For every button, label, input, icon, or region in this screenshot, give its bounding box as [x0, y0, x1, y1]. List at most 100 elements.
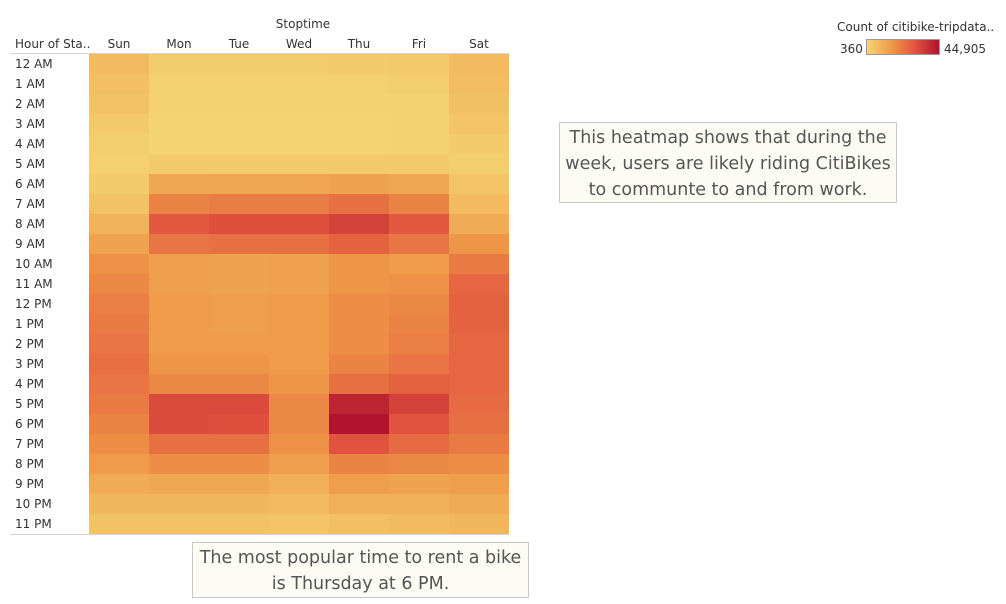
heatmap-cell-sat-8am[interactable] [449, 214, 509, 234]
heatmap-cell-tue-1am[interactable] [209, 74, 269, 94]
heatmap-cell-mon-8am[interactable] [149, 214, 209, 234]
heatmap-cell-fri-4pm[interactable] [389, 374, 449, 394]
heatmap-cell-tue-1pm[interactable] [209, 314, 269, 334]
heatmap-cell-wed-1pm[interactable] [269, 314, 329, 334]
heatmap-cell-sun-1pm[interactable] [89, 314, 149, 334]
heatmap-cell-sat-3pm[interactable] [449, 354, 509, 374]
heatmap-cell-fri-2am[interactable] [389, 94, 449, 114]
heatmap-cell-tue-10am[interactable] [209, 254, 269, 274]
heatmap-cell-fri-11pm[interactable] [389, 514, 449, 534]
heatmap-cell-sun-10pm[interactable] [89, 494, 149, 514]
heatmap-cell-mon-8pm[interactable] [149, 454, 209, 474]
heatmap-cell-fri-1pm[interactable] [389, 314, 449, 334]
heatmap-cell-sat-6am[interactable] [449, 174, 509, 194]
heatmap-cell-fri-4am[interactable] [389, 134, 449, 154]
heatmap-cell-tue-12am[interactable] [209, 54, 269, 74]
heatmap-cell-tue-5pm[interactable] [209, 394, 269, 414]
heatmap-cell-sat-5pm[interactable] [449, 394, 509, 414]
heatmap-cell-tue-5am[interactable] [209, 154, 269, 174]
heatmap-cell-thu-10am[interactable] [329, 254, 389, 274]
heatmap-cell-tue-3am[interactable] [209, 114, 269, 134]
heatmap-cell-tue-4pm[interactable] [209, 374, 269, 394]
heatmap-cell-mon-3am[interactable] [149, 114, 209, 134]
heatmap-cell-wed-7pm[interactable] [269, 434, 329, 454]
heatmap-cell-fri-9am[interactable] [389, 234, 449, 254]
heatmap-cell-mon-6pm[interactable] [149, 414, 209, 434]
heatmap-cell-fri-5pm[interactable] [389, 394, 449, 414]
heatmap-cell-fri-12pm[interactable] [389, 294, 449, 314]
heatmap-cell-tue-2pm[interactable] [209, 334, 269, 354]
heatmap-cell-sat-7am[interactable] [449, 194, 509, 214]
heatmap-cell-wed-6pm[interactable] [269, 414, 329, 434]
heatmap-cell-tue-6pm[interactable] [209, 414, 269, 434]
heatmap-cell-sun-9pm[interactable] [89, 474, 149, 494]
heatmap-cell-sat-11am[interactable] [449, 274, 509, 294]
heatmap-cell-sun-12pm[interactable] [89, 294, 149, 314]
heatmap-cell-thu-9pm[interactable] [329, 474, 389, 494]
heatmap-cell-mon-4pm[interactable] [149, 374, 209, 394]
heatmap-cell-mon-5am[interactable] [149, 154, 209, 174]
heatmap-cell-fri-12am[interactable] [389, 54, 449, 74]
heatmap-cell-wed-3am[interactable] [269, 114, 329, 134]
heatmap-cell-wed-4pm[interactable] [269, 374, 329, 394]
heatmap-cell-mon-1am[interactable] [149, 74, 209, 94]
heatmap-cell-thu-1am[interactable] [329, 74, 389, 94]
heatmap-cell-fri-7am[interactable] [389, 194, 449, 214]
heatmap-cell-thu-4am[interactable] [329, 134, 389, 154]
heatmap-cell-sun-11pm[interactable] [89, 514, 149, 534]
heatmap-cell-sat-7pm[interactable] [449, 434, 509, 454]
heatmap-cell-sun-1am[interactable] [89, 74, 149, 94]
heatmap-cell-sun-6pm[interactable] [89, 414, 149, 434]
heatmap-cell-wed-10am[interactable] [269, 254, 329, 274]
heatmap-cell-thu-12pm[interactable] [329, 294, 389, 314]
heatmap-cell-thu-2am[interactable] [329, 94, 389, 114]
heatmap-cell-sat-2pm[interactable] [449, 334, 509, 354]
heatmap-cell-sat-9pm[interactable] [449, 474, 509, 494]
heatmap-cell-sat-11pm[interactable] [449, 514, 509, 534]
heatmap-cell-mon-2pm[interactable] [149, 334, 209, 354]
heatmap-cell-fri-1am[interactable] [389, 74, 449, 94]
heatmap-cell-tue-7am[interactable] [209, 194, 269, 214]
legend-title[interactable]: Count of citibike-tripdata.. [837, 20, 995, 34]
heatmap-cell-wed-10pm[interactable] [269, 494, 329, 514]
heatmap-cell-sun-3pm[interactable] [89, 354, 149, 374]
heatmap-cell-sun-7am[interactable] [89, 194, 149, 214]
heatmap-cell-sun-8am[interactable] [89, 214, 149, 234]
heatmap-cell-tue-2am[interactable] [209, 94, 269, 114]
heatmap-cell-sat-9am[interactable] [449, 234, 509, 254]
row-header[interactable]: Hour of Sta.. [15, 37, 91, 51]
heatmap-cell-thu-10pm[interactable] [329, 494, 389, 514]
heatmap-cell-tue-8am[interactable] [209, 214, 269, 234]
heatmap-cell-tue-8pm[interactable] [209, 454, 269, 474]
heatmap-cell-sat-8pm[interactable] [449, 454, 509, 474]
heatmap-cell-mon-10pm[interactable] [149, 494, 209, 514]
heatmap-cell-sat-2am[interactable] [449, 94, 509, 114]
heatmap-cell-tue-11pm[interactable] [209, 514, 269, 534]
heatmap-cell-mon-1pm[interactable] [149, 314, 209, 334]
heatmap-cell-thu-5am[interactable] [329, 154, 389, 174]
heatmap-cell-mon-11pm[interactable] [149, 514, 209, 534]
heatmap-cell-wed-3pm[interactable] [269, 354, 329, 374]
heatmap-cell-thu-6pm[interactable] [329, 414, 389, 434]
heatmap-cell-wed-9pm[interactable] [269, 474, 329, 494]
heatmap-cell-thu-4pm[interactable] [329, 374, 389, 394]
heatmap-cell-mon-11am[interactable] [149, 274, 209, 294]
heatmap-cell-fri-5am[interactable] [389, 154, 449, 174]
heatmap-cell-mon-3pm[interactable] [149, 354, 209, 374]
heatmap-cell-wed-1am[interactable] [269, 74, 329, 94]
heatmap-cell-fri-8pm[interactable] [389, 454, 449, 474]
heatmap-cell-sun-5am[interactable] [89, 154, 149, 174]
heatmap-cell-wed-6am[interactable] [269, 174, 329, 194]
heatmap-cell-mon-2am[interactable] [149, 94, 209, 114]
heatmap-cell-mon-4am[interactable] [149, 134, 209, 154]
heatmap-cell-tue-10pm[interactable] [209, 494, 269, 514]
heatmap-cell-sat-10am[interactable] [449, 254, 509, 274]
heatmap-cell-wed-4am[interactable] [269, 134, 329, 154]
heatmap-cell-sun-2pm[interactable] [89, 334, 149, 354]
heatmap-cell-sat-1pm[interactable] [449, 314, 509, 334]
heatmap-cell-sun-4am[interactable] [89, 134, 149, 154]
heatmap-cell-thu-8pm[interactable] [329, 454, 389, 474]
heatmap-cell-thu-3pm[interactable] [329, 354, 389, 374]
heatmap-cell-mon-12am[interactable] [149, 54, 209, 74]
heatmap-cell-mon-5pm[interactable] [149, 394, 209, 414]
